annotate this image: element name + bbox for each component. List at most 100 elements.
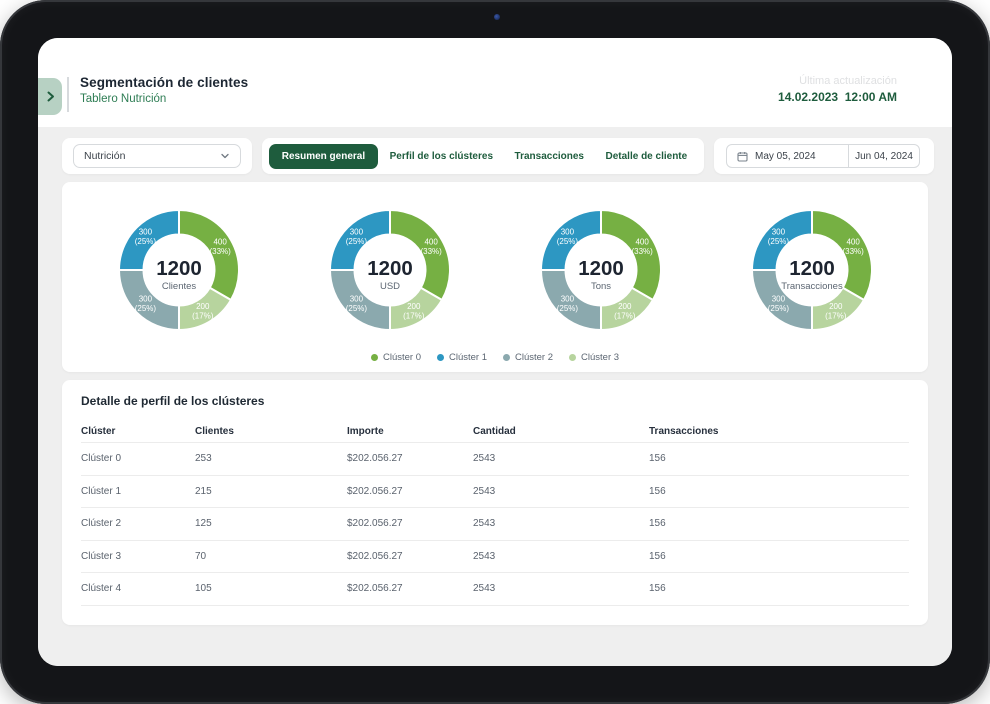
segment-label: 400 (33%): [842, 237, 864, 256]
title-divider: [67, 77, 69, 112]
table-cell: 2543: [473, 550, 496, 562]
donut-segment-cluster-1: [117, 209, 180, 271]
dataset-select-value: Nutrición: [84, 150, 126, 162]
last-update-label: Última actualización: [799, 75, 897, 87]
segment-label: 300 (25%): [556, 227, 578, 246]
table-cell: 105: [195, 583, 212, 595]
legend-dot-icon: [370, 354, 378, 361]
cluster-table-card: Detalle de perfil de los clústeres Clúst…: [62, 380, 928, 625]
donut-center-value: 1200: [789, 257, 835, 280]
table-header-cell: Importe: [347, 425, 384, 437]
table-cell: 156: [649, 485, 666, 497]
tabs: Resumen general Perfil de los clústeres Tr…: [262, 138, 704, 174]
table-cell: $202.056.27: [347, 518, 403, 530]
date-range-picker: May 05, 2024 Jun 04, 2024: [726, 144, 920, 168]
tab-resumen-general[interactable]: Resumen general: [268, 143, 379, 169]
tab-detalle-de-cliente[interactable]: Detalle de cliente: [596, 145, 698, 168]
title-block: Segmentación de clientes Tablero Nutrici…: [80, 75, 248, 105]
segment-label: 300 (25%): [134, 295, 156, 314]
table-cell: 70: [195, 550, 207, 562]
donut-segment-cluster-0: [388, 209, 451, 301]
tab-transacciones[interactable]: Transacciones: [505, 145, 594, 168]
front-camera-icon: [494, 14, 500, 20]
segment-label: 200 (17%): [614, 302, 636, 321]
table-cell: Clúster 4: [81, 583, 122, 595]
table-header-cell: Clientes: [195, 425, 234, 437]
table-cell: 215: [195, 485, 212, 497]
date-range-card: May 05, 2024 Jun 04, 2024: [714, 138, 934, 174]
date-end-input[interactable]: Jun 04, 2024: [849, 145, 919, 167]
chevron-right-icon: [47, 91, 54, 102]
table-row: Clúster 0 253 $202.056.27 2543 156: [81, 443, 909, 476]
dataset-select[interactable]: Nutrición: [73, 144, 241, 168]
app-screen: Segmentación de clientes Tablero Nutrici…: [38, 38, 952, 666]
legend-label: Clúster 3: [581, 352, 620, 363]
segment-label: 300 (25%): [767, 295, 789, 314]
segment-label: 400 (33%): [209, 237, 231, 256]
segment-label: 200 (17%): [825, 302, 847, 321]
segment-label: 300 (25%): [345, 295, 367, 314]
donut-center-value: 1200: [367, 257, 413, 280]
table-cell: 2543: [473, 453, 496, 465]
segment-label: 200 (17%): [192, 302, 214, 321]
donut-segment-cluster-1: [539, 209, 602, 271]
table-cell: 156: [649, 453, 666, 465]
donut-chart-clientes: 400 (33%) 200 (17%) 300 (25%) 300 (25%)1200Clie…: [117, 209, 240, 331]
date-end-value: Jun 04, 2024: [855, 150, 913, 162]
sidebar-expand-button[interactable]: [38, 78, 62, 115]
table-row: Clúster 4 105 $202.056.27 2543 156: [81, 573, 909, 606]
table-cell: Clúster 1: [81, 485, 122, 497]
donut-chart-transacciones: 400 (33%) 200 (17%) 300 (25%) 300 (25%)1200Tran…: [750, 209, 873, 331]
table-cell: $202.056.27: [347, 583, 403, 595]
table-row: Clúster 3 70 $202.056.27 2543 156: [81, 541, 909, 573]
donut-center-label: Transacciones: [781, 281, 843, 292]
table-header-cell: Clúster: [81, 425, 116, 437]
table-cell: Clúster 2: [81, 518, 122, 530]
legend-dot-icon: [503, 354, 510, 361]
table-cell: $202.056.27: [347, 550, 403, 562]
table-title: Detalle de perfil de los clústeres: [81, 394, 265, 408]
date-start-value: May 05, 2024: [755, 150, 816, 162]
donut-center-value: 1200: [578, 257, 624, 280]
table-cell: 156: [649, 583, 666, 595]
table-header-cell: Transacciones: [649, 425, 719, 437]
last-update-value: 14.02.2023 12:00 AM: [778, 90, 897, 104]
donut-center-label: Clientes: [161, 281, 196, 292]
table-cell: Clúster 3: [81, 550, 122, 562]
table-body: Clúster 0 253 $202.056.27 2543 156 Clúster 1 2…: [81, 443, 909, 606]
segment-label: 300 (25%): [345, 227, 367, 246]
table-cell: $202.056.27: [347, 485, 403, 497]
table-cell: 253: [195, 453, 212, 465]
chevron-down-icon: [221, 153, 229, 159]
cluster-table: Clúster Clientes Importe Cantidad Transaccio…: [81, 420, 909, 606]
donut-center-label: Tons: [590, 281, 610, 292]
table-header-row: Clúster Clientes Importe Cantidad Transaccio…: [81, 420, 909, 443]
donut-segment-cluster-0: [810, 209, 873, 301]
dashboard-content: Nutrición Resumen general Perfil de los c…: [38, 127, 952, 666]
date-start-input[interactable]: May 05, 2024: [727, 145, 849, 167]
tab-perfil-de-los-clusteres[interactable]: Perfil de los clústeres: [380, 145, 503, 168]
table-row: Clúster 1 215 $202.056.27 2543 156: [81, 476, 909, 508]
donut-segment-cluster-0: [599, 209, 662, 301]
table-cell: 156: [649, 518, 666, 530]
legend-label: Clúster 2: [515, 352, 554, 363]
segment-label: 300 (25%): [134, 227, 156, 246]
table-row: Clúster 2 125 $202.056.27 2543 156: [81, 508, 909, 541]
page-title: Segmentación de clientes: [80, 75, 249, 90]
dataset-select-card: Nutrición: [62, 138, 252, 174]
legend-item-cluster-2: Clúster 2: [503, 352, 553, 363]
legend-item-cluster-0: Clúster 0: [370, 352, 421, 363]
legend-item-cluster-1: Clúster 1: [436, 352, 487, 363]
chart-legend: Clúster 0 Clúster 1 Clúster 2 Clúster 3: [62, 352, 928, 363]
segment-label: 300 (25%): [556, 295, 578, 314]
table-cell: $202.056.27: [347, 453, 403, 465]
last-update-block: Última actualización 14.02.2023 12:00 AM: [778, 75, 897, 104]
donut-center-label: USD: [379, 281, 399, 292]
table-cell: 2543: [473, 583, 496, 595]
donut-charts: 400 (33%) 200 (17%) 300 (25%) 300 (25%) 1200 Clie…: [62, 208, 928, 332]
donut-segment-cluster-1: [328, 209, 391, 271]
